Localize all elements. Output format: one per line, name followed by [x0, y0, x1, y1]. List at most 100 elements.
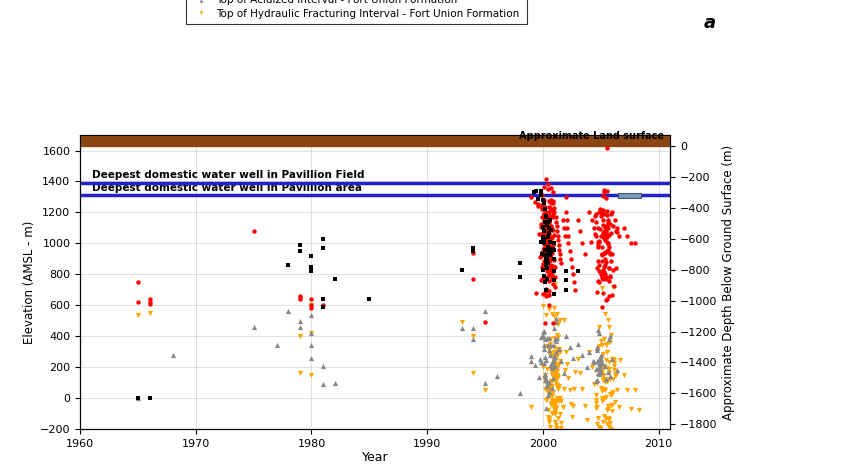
Point	[561, 216, 574, 224]
Point	[542, 334, 556, 342]
Point	[595, 367, 609, 375]
Point	[601, 238, 615, 246]
Point	[596, 350, 609, 358]
Point	[545, 265, 558, 273]
Point	[558, 232, 572, 239]
Point	[540, 213, 553, 221]
Point	[596, 206, 609, 214]
Point	[543, 351, 556, 358]
Point	[455, 266, 469, 273]
Point	[559, 267, 572, 275]
Point	[602, 415, 615, 422]
Point	[545, 385, 558, 393]
Point	[293, 247, 307, 255]
Point	[573, 227, 587, 235]
Point	[535, 277, 549, 284]
Point	[540, 247, 553, 255]
Point	[546, 242, 560, 249]
Point	[537, 210, 550, 218]
Point	[534, 220, 547, 228]
Point	[541, 233, 555, 241]
Point	[543, 224, 556, 232]
Point	[602, 264, 615, 272]
Point	[539, 249, 552, 256]
Point	[544, 388, 557, 396]
Point	[604, 272, 617, 280]
Point	[603, 335, 616, 343]
Point	[549, 410, 562, 418]
Point	[539, 290, 552, 297]
Point	[305, 371, 319, 379]
Point	[602, 292, 615, 300]
Point	[599, 194, 613, 202]
Point	[467, 244, 481, 252]
Point	[593, 356, 606, 363]
Point	[551, 320, 565, 328]
Point	[593, 424, 606, 431]
Point	[545, 273, 559, 280]
Point	[545, 363, 559, 371]
Point	[561, 360, 574, 368]
Point	[600, 211, 614, 219]
Point	[605, 291, 619, 299]
Point	[604, 425, 618, 433]
Point	[565, 413, 578, 420]
Point	[593, 360, 606, 368]
Point	[305, 329, 319, 337]
Point	[593, 278, 606, 286]
Point	[550, 425, 564, 433]
Point	[599, 296, 613, 304]
Point	[592, 414, 605, 422]
Point	[455, 319, 469, 326]
Point	[598, 188, 611, 196]
Point	[550, 369, 563, 376]
Point	[604, 257, 618, 264]
Point	[540, 255, 554, 263]
Point	[535, 250, 549, 258]
Point	[548, 273, 561, 281]
Point	[594, 270, 608, 278]
Point	[538, 237, 551, 244]
Text: a: a	[704, 14, 716, 32]
Point	[587, 224, 600, 232]
Point	[593, 367, 607, 375]
Point	[544, 341, 557, 349]
Point	[539, 371, 552, 378]
Point	[545, 409, 559, 417]
Point	[542, 209, 556, 216]
Point	[305, 342, 319, 349]
Point	[547, 371, 561, 379]
Point	[546, 374, 560, 381]
Point	[316, 295, 330, 303]
Point	[544, 465, 557, 473]
Point	[533, 355, 546, 363]
Point	[571, 267, 584, 275]
Point	[541, 253, 555, 260]
Point	[599, 226, 613, 234]
Point	[605, 356, 619, 363]
Point	[549, 314, 562, 322]
Point	[543, 269, 556, 276]
Point	[541, 251, 555, 259]
Point	[548, 325, 561, 332]
Point	[548, 449, 561, 456]
Point	[606, 389, 620, 397]
Point	[551, 363, 565, 370]
Point	[546, 352, 560, 359]
Point	[547, 471, 561, 474]
Point	[604, 332, 617, 339]
Point	[595, 341, 609, 349]
Point	[550, 227, 563, 235]
Point	[552, 452, 566, 460]
Point	[605, 250, 619, 258]
Point	[599, 249, 612, 256]
Point	[551, 396, 565, 403]
Point	[597, 235, 610, 242]
Point	[305, 267, 319, 275]
Point	[328, 275, 341, 283]
Point	[588, 212, 602, 220]
Point	[592, 241, 605, 249]
Point	[293, 323, 307, 331]
Point	[542, 277, 556, 285]
Point	[305, 301, 319, 309]
